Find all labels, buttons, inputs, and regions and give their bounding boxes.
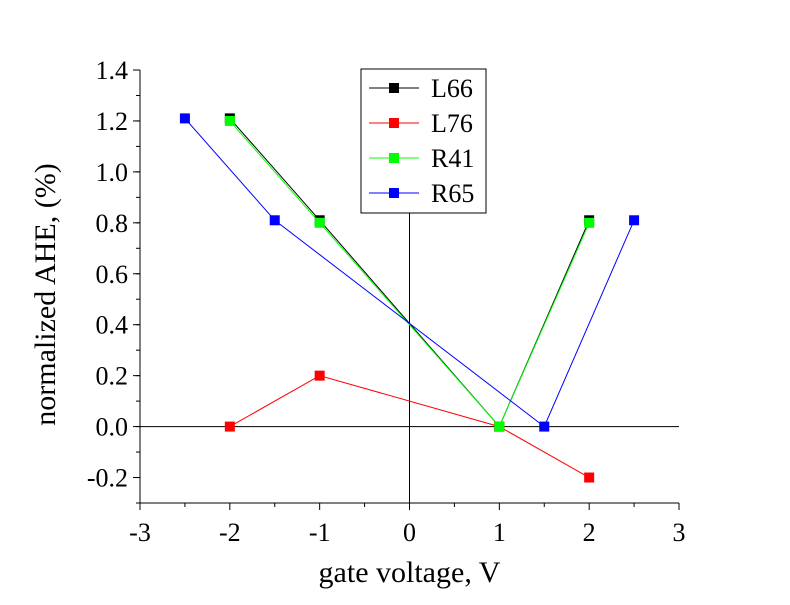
x-tick-label: -3 xyxy=(129,518,151,547)
data-point xyxy=(314,370,325,381)
legend-label: R41 xyxy=(431,144,474,173)
x-tick-label: 0 xyxy=(403,518,416,547)
data-point xyxy=(494,421,505,432)
data-point xyxy=(179,113,190,124)
y-axis-title: normalized AHE, (%) xyxy=(29,163,62,425)
y-tick-label: 1.2 xyxy=(96,107,129,136)
y-tick-label: 0.6 xyxy=(96,260,129,289)
data-point xyxy=(269,215,280,226)
x-tick-label: 2 xyxy=(583,518,596,547)
data-point xyxy=(629,215,640,226)
data-point xyxy=(584,217,595,228)
data-point xyxy=(584,472,595,483)
y-tick-label: 0.0 xyxy=(96,413,129,442)
x-tick-label: 3 xyxy=(673,518,686,547)
data-point xyxy=(224,115,235,126)
series-R65 xyxy=(179,113,640,432)
series-line-R65 xyxy=(184,118,635,428)
legend-box xyxy=(360,68,487,214)
legend-marker xyxy=(389,153,399,163)
legend-item-L66: L66 xyxy=(369,74,473,103)
y-tick-label: 0.8 xyxy=(96,209,129,238)
legend-marker xyxy=(389,188,399,198)
y-tick-label: 1.0 xyxy=(96,158,129,187)
x-axis-title: gate voltage, V xyxy=(319,556,501,589)
y-tick-label: 0.2 xyxy=(96,362,129,391)
y-tick-label: 0.4 xyxy=(96,311,129,340)
data-point xyxy=(539,421,550,432)
series-layer xyxy=(179,113,640,483)
x-tick-label: -2 xyxy=(219,518,241,547)
legend-marker xyxy=(389,118,399,128)
legend-item-L76: L76 xyxy=(369,109,473,138)
series-line-R41 xyxy=(229,120,590,428)
axes: -3 -2 -1 0 1 2 3 -0.2 0.0 0.2 0.4 0.6 0.8 1.0 1.2 1.4 xyxy=(87,56,686,547)
legend-label: L76 xyxy=(431,109,473,138)
legend: L66 L76 R41 R65 xyxy=(360,68,487,214)
series-line-L76 xyxy=(229,375,590,478)
legend-label: L66 xyxy=(431,74,473,103)
legend-item-R41: R41 xyxy=(369,144,474,173)
legend-marker xyxy=(389,83,399,93)
data-point xyxy=(314,217,325,228)
x-tick-label: 1 xyxy=(493,518,506,547)
legend-label: R65 xyxy=(431,179,474,208)
data-point xyxy=(224,421,235,432)
y-tick-label: -0.2 xyxy=(87,464,128,493)
legend-item-R65: R65 xyxy=(369,179,474,208)
y-tick-label: 1.4 xyxy=(96,56,129,85)
x-tick-label: -1 xyxy=(309,518,331,547)
series-R41 xyxy=(224,115,595,432)
